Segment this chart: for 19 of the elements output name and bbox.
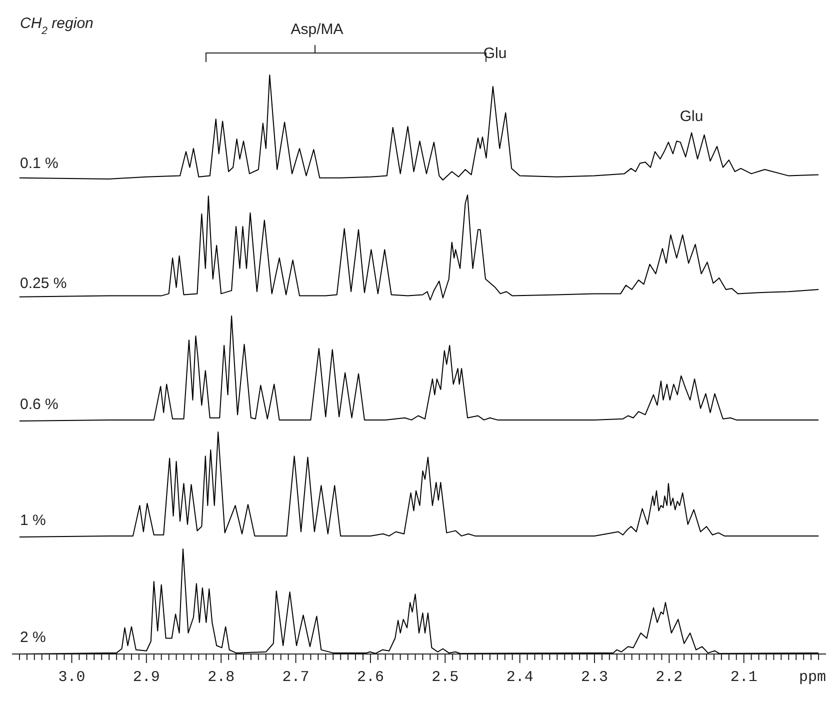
- x-axis-title: ppm: [798, 669, 826, 686]
- x-tick-label: 2.9: [132, 669, 160, 686]
- series-label: 0.25 %: [20, 275, 67, 292]
- x-tick-label: 2.1: [730, 669, 758, 686]
- series-label: 0.1 %: [20, 155, 58, 172]
- series-label: 0.6 %: [20, 396, 58, 413]
- x-tick-label: 2.7: [282, 669, 310, 686]
- x-tick-label: 2.2: [656, 669, 683, 686]
- annotation: Glu: [680, 108, 704, 125]
- x-tick-label: 2.3: [580, 669, 608, 686]
- series-label: 1 %: [20, 512, 46, 529]
- x-tick-label: 2.8: [208, 669, 235, 686]
- text: Asp/MA: [290, 21, 344, 38]
- x-tick-label: 2.6: [356, 669, 384, 686]
- x-tick-label: 2.5: [432, 669, 459, 686]
- chart-title: CH$_{2}$ region: [20, 15, 94, 37]
- series-label: 2 %: [20, 629, 46, 646]
- x-tick-label: 2.4: [506, 669, 534, 686]
- x-tick-label: 3.0: [58, 669, 86, 686]
